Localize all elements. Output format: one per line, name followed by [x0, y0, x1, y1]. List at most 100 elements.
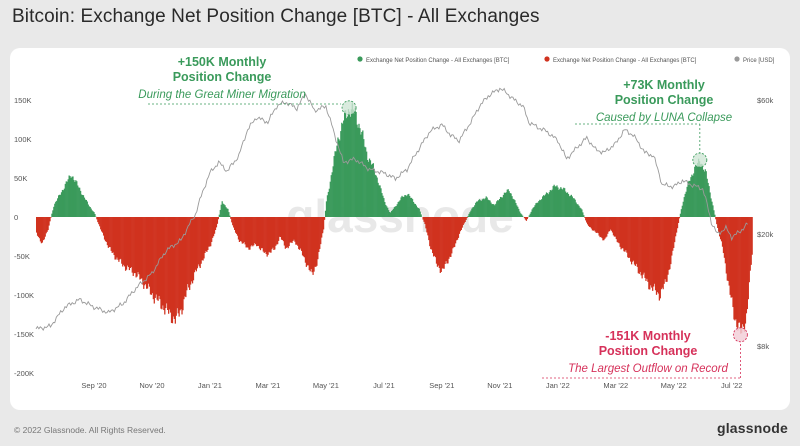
net-position-bar — [283, 217, 286, 246]
net-position-bar — [560, 187, 562, 217]
net-position-bar — [619, 217, 621, 247]
net-position-bar — [191, 217, 194, 284]
net-position-bar — [621, 217, 623, 249]
net-position-bar — [406, 196, 408, 217]
net-position-bar — [514, 200, 516, 217]
net-position-bar — [630, 217, 632, 262]
net-position-bar — [177, 217, 179, 314]
net-position-bar — [74, 181, 76, 217]
net-position-bar — [681, 205, 683, 217]
net-position-bar — [593, 217, 595, 231]
net-position-bar — [711, 201, 713, 217]
annotation-heading: +150K Monthly — [178, 55, 267, 69]
net-position-bar — [549, 190, 551, 217]
net-position-bar — [153, 217, 155, 304]
net-position-bar — [49, 217, 51, 222]
axes-group: 150K 100K 50K 0 -50K -100K -150K -200K $60k $20k $… — [14, 96, 774, 390]
net-position-bar — [483, 199, 485, 217]
net-position-bar — [43, 217, 45, 240]
net-position-bar — [388, 210, 390, 217]
net-position-bar — [616, 217, 618, 243]
net-position-bar — [37, 217, 40, 237]
bars-group — [36, 103, 753, 334]
net-position-bar — [334, 151, 336, 217]
net-position-bar — [502, 194, 505, 217]
net-position-bar — [212, 217, 214, 238]
net-position-bar — [63, 188, 65, 217]
legend-swatch — [734, 56, 740, 62]
net-position-bar — [410, 197, 412, 217]
net-position-bar — [580, 208, 582, 217]
x-tick-label: May '22 — [661, 381, 687, 390]
net-position-bar — [146, 217, 148, 289]
net-position-bar — [587, 217, 589, 225]
net-position-bar — [362, 130, 364, 217]
net-position-bar — [61, 189, 64, 217]
net-position-bar — [556, 185, 558, 217]
net-position-bar — [256, 217, 259, 247]
net-position-bar — [646, 217, 648, 279]
net-position-bar — [233, 217, 235, 228]
net-position-bar — [712, 205, 714, 217]
net-position-bar — [316, 217, 318, 266]
net-position-bar — [366, 151, 368, 217]
net-position-bar — [176, 217, 178, 309]
net-position-bar — [654, 217, 657, 291]
net-position-bar — [292, 217, 294, 242]
net-position-bar — [511, 196, 513, 217]
net-position-bar — [669, 217, 671, 270]
y-left-tick-label: 150K — [14, 96, 32, 105]
net-position-bar — [167, 217, 169, 310]
net-position-bar — [608, 217, 610, 232]
net-position-bar — [484, 198, 486, 217]
net-position-bar — [647, 217, 649, 282]
net-position-bar — [551, 189, 553, 217]
net-position-bar — [461, 217, 463, 228]
net-position-bar — [715, 217, 717, 220]
net-position-bar — [737, 217, 739, 331]
net-position-bar — [245, 217, 247, 248]
net-position-bar — [423, 217, 425, 222]
net-position-bar — [466, 217, 468, 218]
net-position-bar — [747, 217, 749, 300]
net-position-bar — [727, 217, 729, 281]
annotation-heading: Position Change — [173, 70, 272, 84]
net-position-bar — [490, 202, 492, 217]
net-position-bar — [503, 192, 506, 217]
net-position-bar — [743, 217, 746, 332]
net-position-bar — [679, 213, 682, 217]
net-position-bar — [333, 156, 335, 217]
net-position-bar — [54, 203, 56, 217]
net-position-bar — [353, 113, 355, 217]
net-position-bar — [142, 217, 144, 285]
net-position-bar — [342, 123, 344, 217]
net-position-bar — [202, 217, 204, 261]
net-position-bar — [381, 193, 383, 217]
net-position-bar — [705, 171, 707, 217]
net-position-bar — [438, 217, 440, 268]
net-position-bar — [126, 217, 129, 266]
net-position-bar — [211, 217, 213, 242]
net-position-bar — [251, 217, 253, 246]
page-title: Bitcoin: Exchange Net Position Change [B… — [12, 6, 540, 27]
net-position-bar — [123, 217, 125, 265]
net-position-bar — [276, 217, 278, 245]
y-right-tick-label: $60k — [757, 96, 774, 105]
net-position-bar — [603, 217, 605, 241]
net-position-bar — [391, 210, 394, 217]
net-position-bar — [582, 212, 584, 217]
net-position-bar — [497, 200, 499, 217]
net-position-bar — [173, 217, 175, 319]
net-position-bar — [447, 217, 449, 264]
net-position-bar — [751, 217, 753, 255]
net-position-bar — [508, 191, 510, 217]
net-position-bar — [706, 178, 708, 217]
net-position-bar — [680, 209, 682, 217]
net-position-bar — [550, 190, 552, 217]
net-position-bar — [175, 217, 177, 316]
net-position-bar — [386, 206, 388, 217]
net-position-bar — [71, 176, 73, 217]
net-position-bar — [88, 206, 90, 217]
net-position-bar — [581, 209, 583, 217]
net-position-bar — [648, 217, 650, 290]
